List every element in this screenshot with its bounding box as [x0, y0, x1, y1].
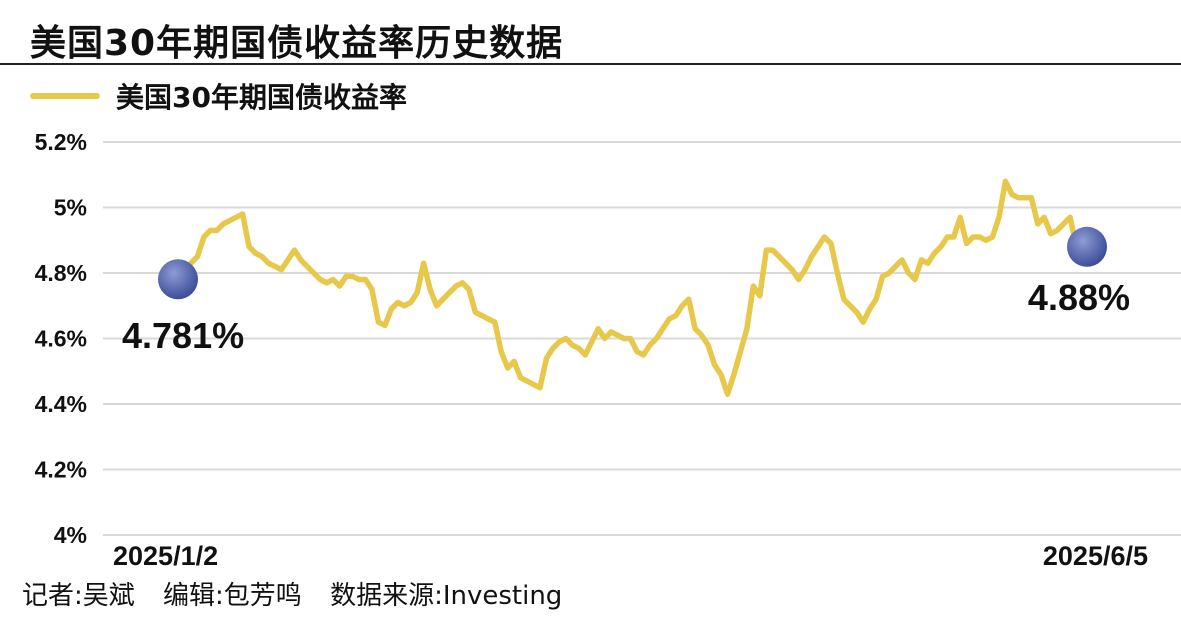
x-tick-label: 2025/1/2: [113, 541, 218, 571]
series-layer: [175, 178, 1086, 397]
y-tick-label: 4.6%: [35, 326, 87, 352]
footer-credits: 记者:吴斌 编辑:包芳鸣 数据来源:Investing: [22, 575, 582, 612]
legend-swatch: [30, 93, 100, 99]
y-tick-label: 4%: [54, 522, 87, 548]
legend: 美国30年期国债收益率: [30, 74, 407, 118]
end-marker: [1067, 226, 1107, 267]
footer-source: 数据来源:Investing: [330, 581, 563, 611]
legend-label: 美国30年期国债收益率: [116, 81, 407, 114]
title-divider: [0, 63, 1181, 65]
y-tick-label: 4.2%: [35, 457, 87, 483]
y-tick-label: 4.8%: [35, 260, 87, 286]
chart-title: 美国30年期国债收益率历史数据: [30, 23, 564, 64]
y-axis-ticks: 4% 4.2% 4.4% 4.6% 4.8% 5% 5.2%: [35, 129, 87, 548]
footer-reporter: 记者:吴斌: [22, 581, 135, 611]
series-line: [175, 178, 1086, 397]
marker-layer: 4.781% 4.88%: [122, 226, 1130, 356]
y-tick-label: 5%: [54, 195, 87, 221]
start-value-label: 4.781%: [122, 315, 244, 356]
start-marker: [158, 259, 198, 300]
y-tick-label: 5.2%: [35, 129, 87, 155]
grid-lines: [103, 141, 1181, 536]
y-tick-label: 4.4%: [35, 391, 87, 417]
end-value-label: 4.88%: [1028, 277, 1130, 318]
footer-editor: 编辑:包芳鸣: [163, 581, 302, 611]
x-axis-ticks: 2025/1/2 2025/6/5: [113, 541, 1148, 571]
x-tick-label: 2025/6/5: [1043, 541, 1148, 571]
